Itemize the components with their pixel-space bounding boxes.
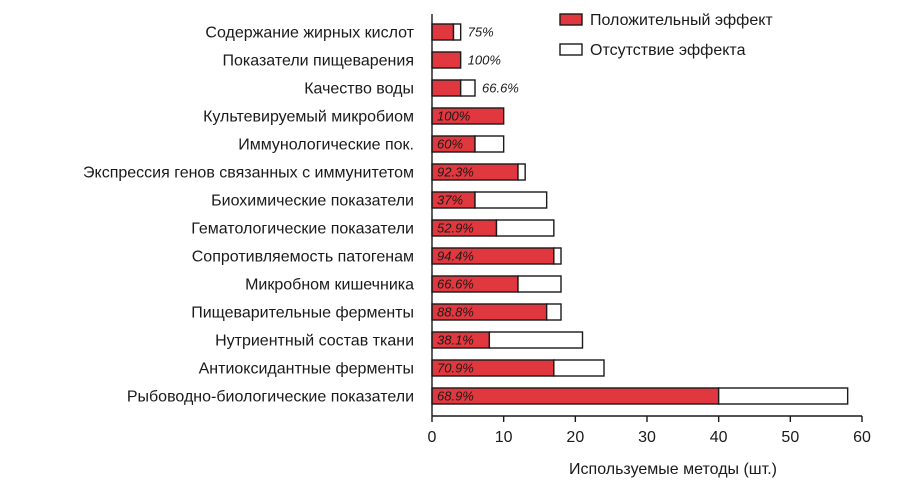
bar-positive-effect: [431, 23, 455, 41]
bar-no-effect: [553, 247, 562, 265]
category-label: Биохимические показатели: [211, 193, 414, 210]
category-label: Сопротивляемость патогенам: [192, 249, 414, 266]
percent-label: 92.3%: [437, 165, 474, 180]
x-axis-title: Используемые методы (шт.): [569, 461, 777, 478]
x-tick-label: 60: [853, 429, 871, 446]
category-label: Гематологические показатели: [191, 221, 414, 238]
percent-label: 37%: [437, 193, 463, 208]
percent-label: 38.1%: [437, 333, 474, 348]
percent-label: 70.9%: [437, 361, 474, 376]
percent-label: 66.6%: [437, 277, 474, 292]
bar-no-effect: [488, 331, 584, 349]
axes: 0 10 20 30 40 50 60: [428, 14, 871, 446]
x-tick-label: 30: [638, 429, 656, 446]
bar-positive-effect: [431, 51, 462, 69]
category-label: Нутриентный состав ткани: [215, 333, 414, 350]
bar-positive-effect: [431, 79, 462, 97]
bar-no-effect: [474, 135, 505, 153]
x-tick-label: 10: [495, 429, 513, 446]
legend-swatch: [559, 13, 583, 26]
bars: [431, 23, 849, 405]
percent-label: 94.4%: [437, 249, 474, 264]
bar-no-effect: [495, 219, 555, 237]
percent-label: 60%: [437, 137, 463, 152]
category-label: Пищеварительные ферменты: [191, 305, 414, 322]
x-tick-label: 40: [710, 429, 728, 446]
legend: Положительный эффект Отсутствие эффекта: [559, 12, 773, 59]
category-label: Антиоксидантные ферменты: [199, 361, 414, 378]
legend-swatch: [559, 43, 583, 56]
x-tick-label: 50: [781, 429, 799, 446]
category-label: Культевируемый микробиом: [203, 109, 414, 126]
category-label: Микробном кишечника: [245, 277, 414, 294]
percent-labels: 75% 100% 66.6% 100% 60% 92.3% 37% 52.9% 94.4% 66.…: [437, 25, 519, 404]
category-label: Качество воды: [304, 81, 414, 98]
bar-no-effect: [517, 275, 562, 293]
x-tick-label: 20: [566, 429, 584, 446]
category-label: Показатели пищеварения: [222, 53, 414, 70]
percent-label: 75%: [468, 25, 494, 40]
bar-positive-effect: [431, 387, 720, 405]
legend-label: Положительный эффект: [590, 12, 773, 29]
category-label: Иммунологические пок.: [238, 137, 414, 154]
bar-no-effect: [459, 79, 476, 97]
percent-label: 100%: [468, 53, 501, 68]
category-labels: Содержание жирных кислот Показатели пищев…: [83, 25, 415, 406]
legend-label: Отсутствие эффекта: [590, 42, 746, 59]
percent-label: 52.9%: [437, 221, 474, 236]
percent-label: 100%: [437, 109, 470, 124]
bar-no-effect: [452, 23, 462, 41]
percent-label: 66.6%: [482, 81, 519, 96]
x-tick-label: 0: [428, 429, 437, 446]
percent-label: 88.8%: [437, 305, 474, 320]
category-label: Содержание жирных кислот: [205, 25, 414, 42]
bar-no-effect: [717, 387, 849, 405]
category-label: Экспрессия генов связанных с иммунитетом: [83, 165, 414, 182]
bar-no-effect: [474, 191, 548, 209]
category-label: Рыбоводно-биологические показатели: [127, 389, 414, 406]
percent-label: 68.9%: [437, 389, 474, 404]
bar-no-effect: [545, 303, 562, 321]
bar-no-effect: [517, 163, 526, 181]
bar-no-effect: [553, 359, 605, 377]
